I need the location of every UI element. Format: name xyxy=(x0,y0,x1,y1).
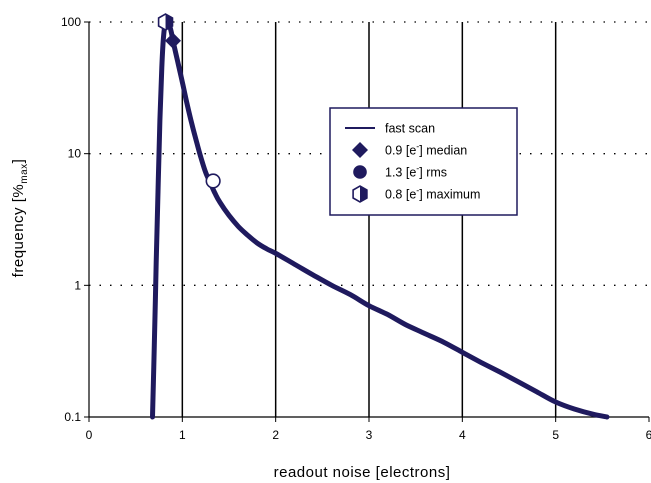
marker-hexagon-half xyxy=(157,13,174,31)
legend-entry: 1.3 [e-] rms xyxy=(353,164,447,180)
x-tick-label: 4 xyxy=(459,428,466,442)
x-tick-label: 1 xyxy=(179,428,186,442)
x-tick-label: 0 xyxy=(86,428,93,442)
y-tick-label: 10 xyxy=(68,147,82,161)
y-tick-label: 0.1 xyxy=(64,410,81,424)
y-tick-label: 1 xyxy=(74,278,81,292)
series-line-fast-scan xyxy=(150,19,610,420)
legend-text: 1.3 [e-] rms xyxy=(385,164,447,180)
marker-layer xyxy=(157,13,221,189)
x-tick-labels: 0 1 2 3 4 5 6 xyxy=(86,428,651,442)
series-layer xyxy=(150,19,610,420)
legend-text: fast scan xyxy=(385,122,435,136)
y-axis-label-sub: max xyxy=(19,163,30,183)
legend-text: 0.8 [e-] maximum xyxy=(385,186,480,202)
legend-entry: 0.8 [e-] maximum xyxy=(352,185,480,203)
marker-circle xyxy=(205,173,221,189)
legend-entry: 0.9 [e-] median xyxy=(352,142,467,158)
x-gridlines xyxy=(88,22,650,422)
legend-hexagon-half-symbol xyxy=(352,185,368,203)
y-axis-label-close: ] xyxy=(10,159,27,164)
legend-diamond-symbol xyxy=(352,142,368,158)
x-tick-label: 5 xyxy=(552,428,559,442)
x-tick-label: 2 xyxy=(272,428,279,442)
legend: fast scan 0.9 [e-] median 1.3 [e-] rms 0.8 … xyxy=(329,107,518,216)
x-axis-label: readout noise [electrons] xyxy=(274,464,451,481)
legend-text: 0.9 [e-] median xyxy=(385,142,467,158)
x-tick-label: 6 xyxy=(646,428,651,442)
y-gridlines xyxy=(84,21,649,418)
y-axis-label-main: frequency [% xyxy=(10,184,27,278)
marker-diamond xyxy=(165,32,181,49)
axes xyxy=(88,22,649,418)
x-tick-label: 3 xyxy=(366,428,373,442)
y-axis-label: frequency [%max] xyxy=(10,159,30,278)
y-tick-label: 100 xyxy=(61,15,81,29)
legend-entry: fast scan xyxy=(345,122,435,136)
legend-circle-symbol xyxy=(353,165,367,179)
y-tick-labels: 0.1 1 10 100 xyxy=(61,15,81,424)
